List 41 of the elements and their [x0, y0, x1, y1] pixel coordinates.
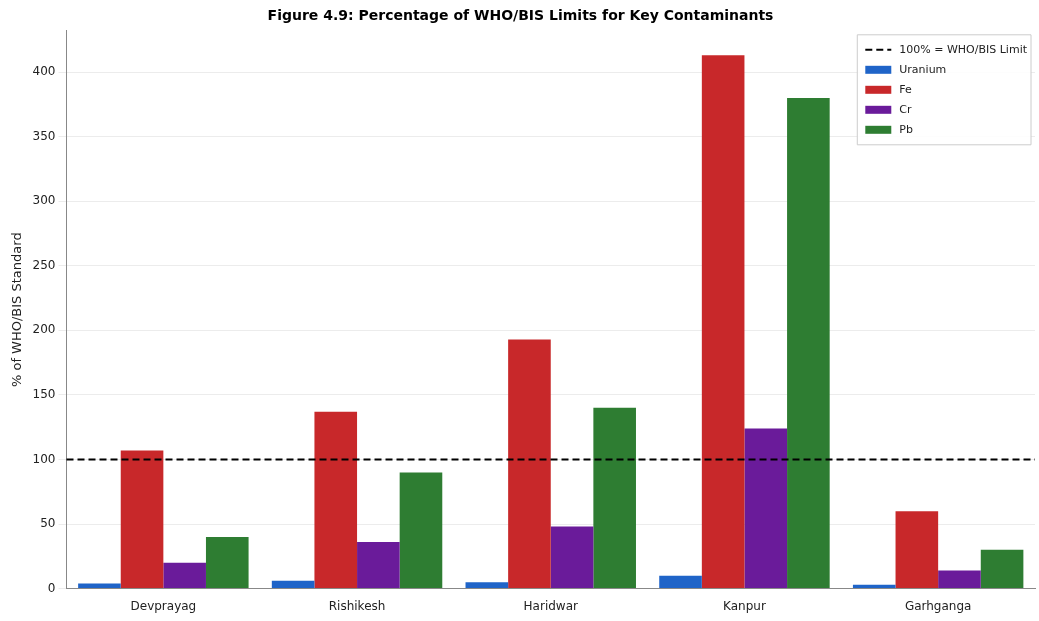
legend-label: Cr	[899, 102, 912, 116]
bar	[508, 339, 551, 589]
bar	[120, 450, 164, 589]
bar	[163, 562, 206, 589]
bar	[465, 582, 509, 589]
x-tick-label: Rishikesh	[328, 598, 386, 613]
bar	[787, 97, 830, 589]
bar	[980, 549, 1024, 589]
bar	[78, 583, 121, 589]
bar	[357, 542, 400, 589]
y-tick-label: 150	[32, 387, 56, 402]
y-tick-label: 200	[32, 322, 56, 337]
bar	[593, 407, 636, 589]
bar	[852, 584, 896, 589]
y-axis-title: % of WHO/BIS Standard	[9, 232, 25, 388]
x-tick-label: Haridwar	[523, 598, 578, 613]
bar	[550, 526, 594, 589]
bar	[659, 575, 702, 589]
y-tick-label: 250	[32, 257, 56, 272]
legend-label: Pb	[899, 122, 913, 136]
x-tick-label: Kanpur	[723, 598, 766, 613]
bar	[399, 472, 443, 589]
legend-label: Uranium	[899, 62, 947, 76]
y-tick-label: 300	[32, 193, 56, 208]
bar	[314, 411, 358, 589]
bar	[271, 580, 315, 589]
y-tick-label: 400	[32, 64, 56, 79]
y-tick-label: 50	[40, 516, 56, 531]
y-tick-label: 100	[32, 451, 56, 466]
legend-label: 100% = WHO/BIS Limit	[899, 42, 1028, 56]
x-tick-label: Garhganga	[904, 598, 972, 613]
bar	[701, 55, 745, 589]
bar	[744, 428, 788, 589]
chart-title: Figure 4.9: Percentage of WHO/BIS Limits for Key Contaminants	[267, 7, 774, 24]
x-tick-label: Devprayag	[130, 598, 197, 613]
y-tick-label: 0	[47, 580, 56, 595]
legend-label: Fe	[899, 82, 913, 96]
bar	[205, 536, 249, 589]
bar	[938, 570, 981, 589]
bar	[895, 511, 939, 589]
y-tick-label: 350	[32, 128, 56, 143]
